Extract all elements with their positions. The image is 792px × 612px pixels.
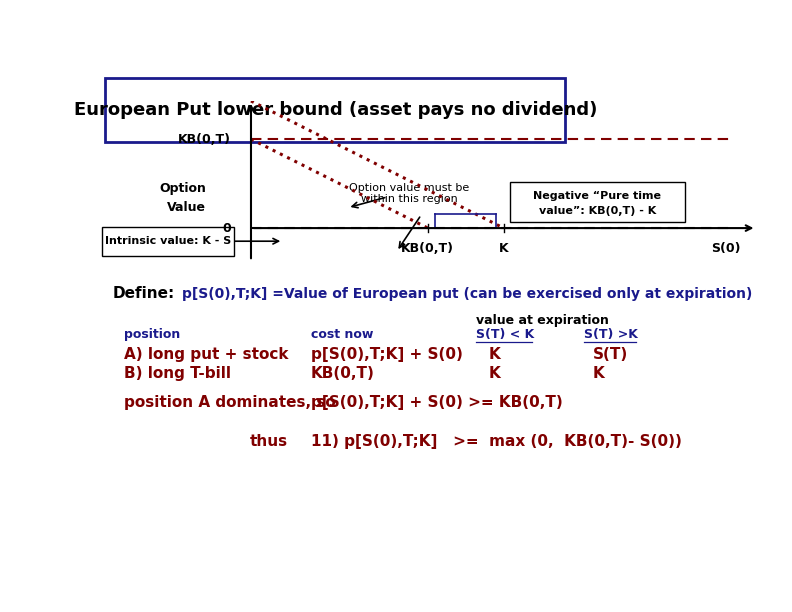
FancyBboxPatch shape [105, 78, 565, 142]
Text: S(T): S(T) [593, 347, 628, 362]
Text: S(0): S(0) [711, 242, 741, 255]
Text: position A dominates, so: position A dominates, so [124, 395, 335, 409]
Text: 0: 0 [222, 222, 230, 234]
Text: Option value must be
within this region: Option value must be within this region [348, 183, 469, 204]
Text: S(T) >K: S(T) >K [584, 328, 638, 341]
Text: KB(0,T): KB(0,T) [310, 367, 375, 381]
Text: p[S(0),T;K] + S(0): p[S(0),T;K] + S(0) [310, 347, 463, 362]
Text: value at expiration: value at expiration [477, 314, 609, 327]
Text: European Put lower bound (asset pays no dividend): European Put lower bound (asset pays no … [74, 101, 597, 119]
Text: cost now: cost now [310, 328, 373, 341]
Text: B) long T-bill: B) long T-bill [124, 367, 230, 381]
Text: Define:: Define: [112, 286, 175, 301]
Text: KB(0,T): KB(0,T) [177, 133, 230, 146]
Text: S(T) < K: S(T) < K [477, 328, 535, 341]
Text: K: K [489, 367, 501, 381]
Text: position: position [124, 328, 180, 341]
Text: thus: thus [249, 434, 287, 449]
FancyBboxPatch shape [102, 226, 234, 256]
Text: K: K [499, 242, 508, 255]
Text: 11) p[S(0),T;K]   >=  max (0,  KB(0,T)- S(0)): 11) p[S(0),T;K] >= max (0, KB(0,T)- S(0)… [310, 434, 682, 449]
Text: K: K [593, 367, 605, 381]
Text: A) long put + stock: A) long put + stock [124, 347, 288, 362]
Text: p[S(0),T;K] =Value of European put (can be exercised only at expiration): p[S(0),T;K] =Value of European put (can … [182, 287, 752, 301]
Text: Intrinsic value: K - S: Intrinsic value: K - S [105, 236, 231, 246]
Text: Value: Value [167, 201, 207, 214]
FancyBboxPatch shape [510, 182, 685, 222]
Text: K: K [489, 347, 501, 362]
Text: KB(0,T): KB(0,T) [402, 242, 455, 255]
Text: Option: Option [159, 182, 207, 195]
Text: value”: KB(0,T) - K: value”: KB(0,T) - K [539, 206, 656, 216]
Text: p[S(0),T;K] + S(0) >= KB(0,T): p[S(0),T;K] + S(0) >= KB(0,T) [310, 395, 562, 409]
Text: Negative “Pure time: Negative “Pure time [533, 191, 661, 201]
